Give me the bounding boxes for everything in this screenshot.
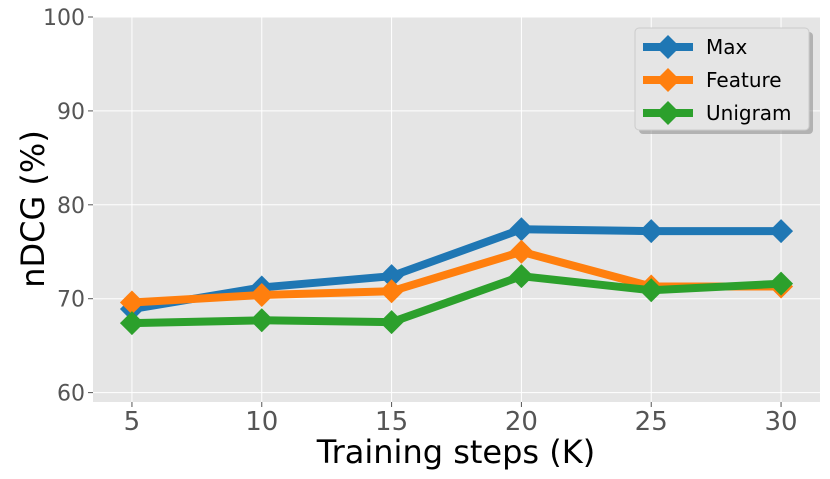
series-unigram [119,264,794,336]
x-tick-label: 20 [505,407,538,437]
legend-marker [656,101,680,125]
y-tick-label: 70 [57,288,85,313]
x-tick-label: 25 [635,407,668,437]
y-tick-label: 90 [57,100,85,125]
series-line [127,272,786,328]
x-tick-label: 30 [765,407,798,437]
data-point-marker [119,290,144,315]
y-tick-label: 80 [57,194,85,219]
x-tick-label: 15 [375,407,408,437]
y-axis-ticks: 60 70 80 90 100 [43,6,93,407]
y-tick-label: 100 [43,6,85,31]
data-point-marker [769,271,794,296]
data-point-marker [509,239,534,264]
legend: Max Feature Unigram [634,27,813,134]
data-point-marker [509,217,534,242]
data-point-marker [769,219,794,244]
legend-item-feature: Feature [643,68,782,92]
legend-label: Feature [706,68,782,92]
data-point-marker [119,311,144,336]
x-tick-label: 5 [124,407,141,437]
data-point-marker [379,264,404,289]
legend-marker [656,68,680,92]
data-point-marker [639,219,664,244]
data-point-marker [249,308,274,333]
x-axis-label: Training steps (K) [316,433,595,471]
y-tick-label: 60 [57,382,85,407]
data-point-marker [249,282,274,307]
series-line [127,225,786,314]
data-point-marker [379,310,404,335]
legend-label: Unigram [706,101,792,125]
data-point-marker [379,279,404,304]
y-axis-label: nDCG (%) [14,130,52,288]
series-group [119,217,794,336]
data-point-marker [639,278,664,303]
x-tick-label: 10 [245,407,278,437]
legend-marker [656,35,680,59]
legend-item-max: Max [643,35,748,59]
data-point-marker [509,264,534,289]
legend-label: Max [706,35,748,59]
legend-box [634,27,810,131]
x-axis-ticks: 5 10 15 20 25 30 [124,402,798,437]
legend-item-unigram: Unigram [643,101,792,125]
